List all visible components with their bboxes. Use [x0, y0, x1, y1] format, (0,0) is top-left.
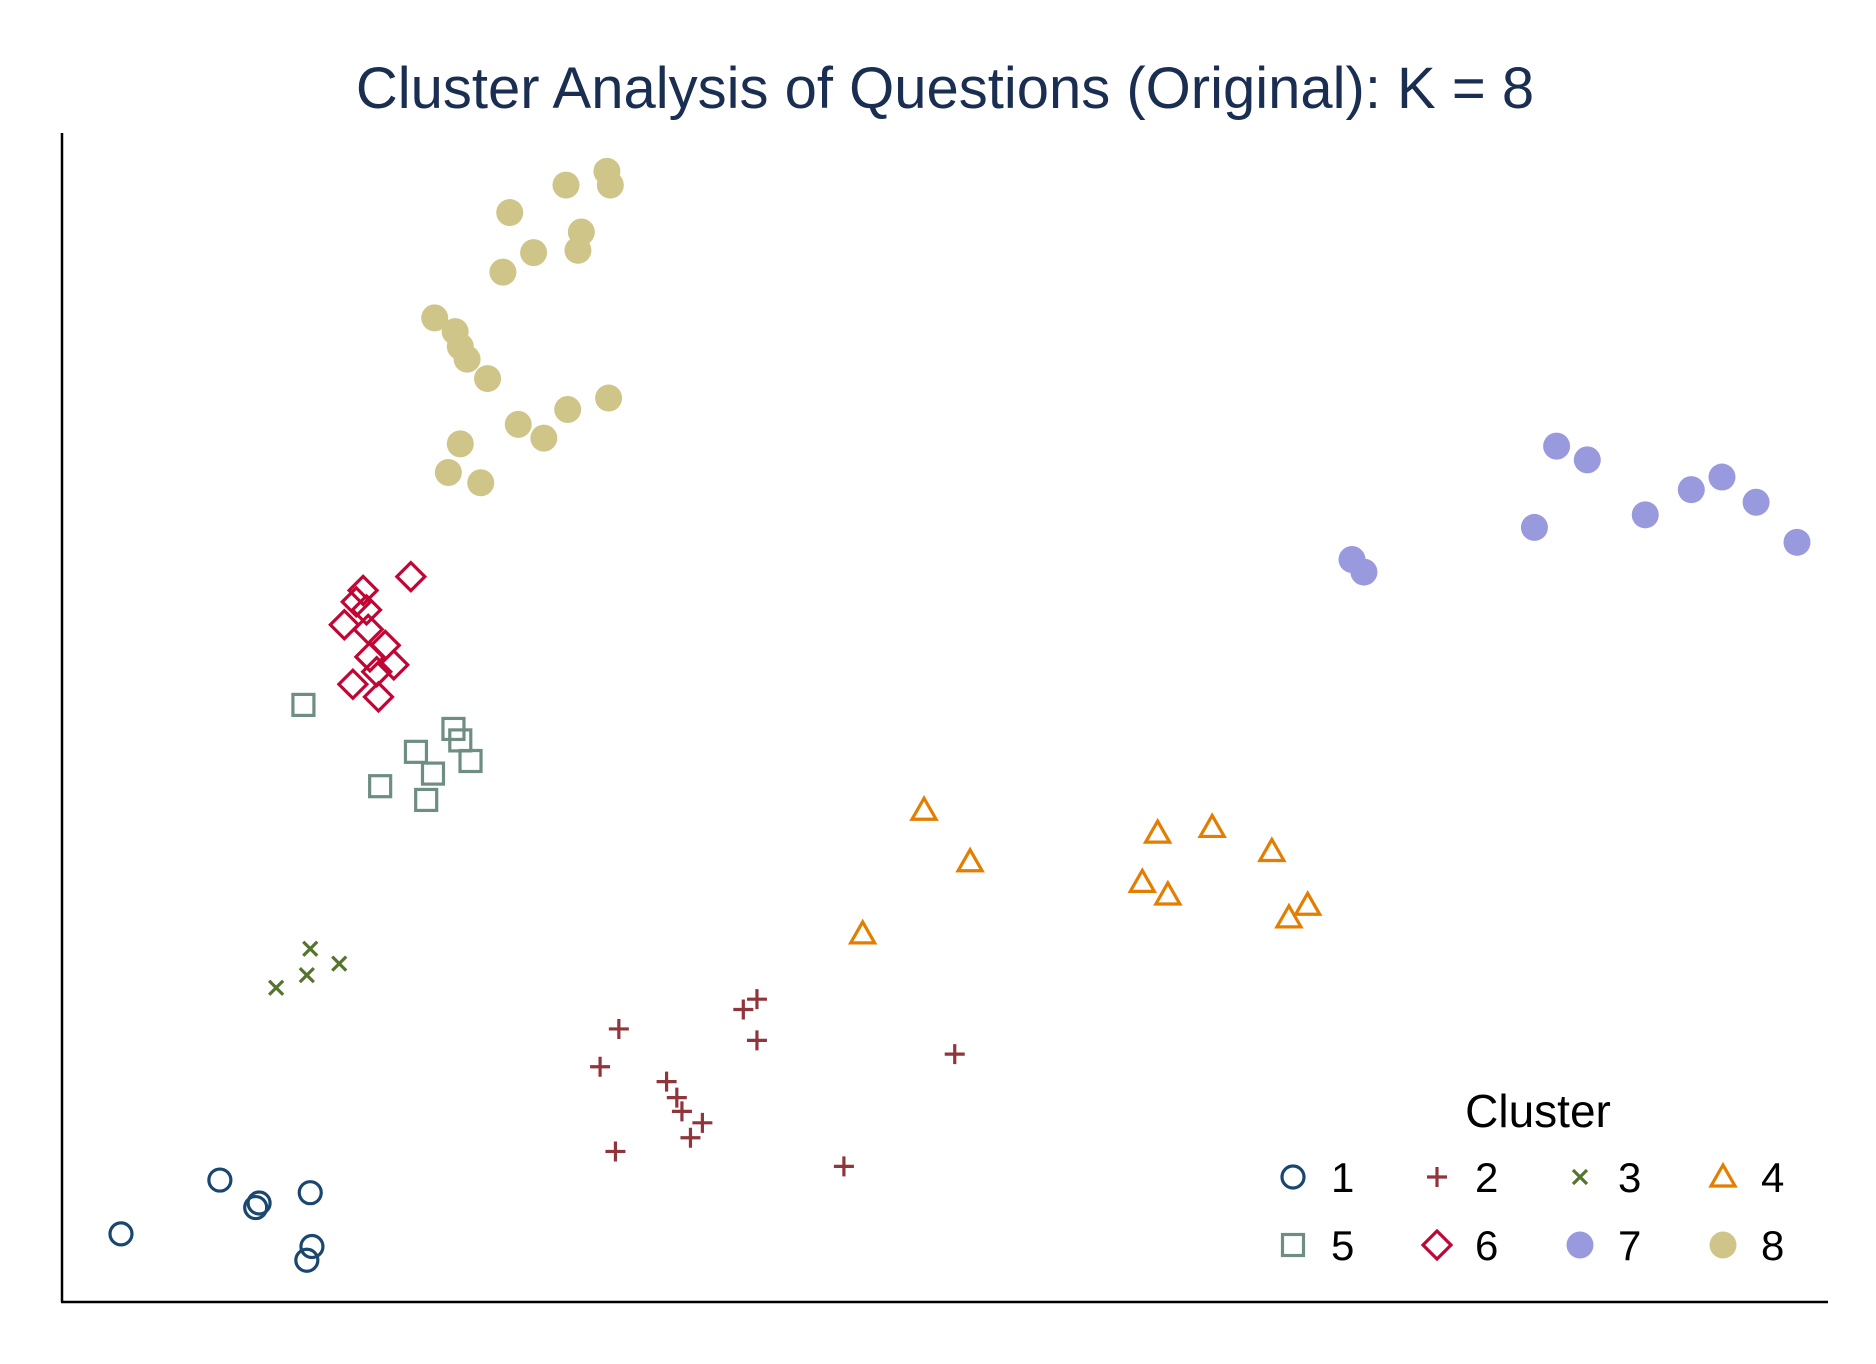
- legend-marker-cluster-3: [1571, 1168, 1589, 1186]
- cluster-6-point-1: [328, 608, 361, 642]
- cluster-6-point-9: [362, 680, 395, 714]
- legend-label-cluster-5: 5: [1331, 1222, 1354, 1269]
- legend: Cluster 1 2 3 4 5 6 7 8: [1280, 1085, 1784, 1269]
- legend-marker-cluster-4: [1708, 1161, 1738, 1188]
- cluster-4-point-6: [1153, 879, 1183, 906]
- cluster-5-point-2: [368, 774, 393, 799]
- cluster-8-point-4: [446, 430, 474, 458]
- cluster-8-point-13: [530, 424, 558, 452]
- cluster-8-point-14: [552, 171, 580, 199]
- cluster-2-point-9: [733, 999, 754, 1020]
- cluster-4-point-3: [955, 846, 985, 873]
- cluster-8-point-17: [567, 218, 595, 246]
- cluster-1-point-7: [299, 1233, 325, 1260]
- legend-title: Cluster: [1465, 1085, 1611, 1137]
- cluster-4-point-1: [847, 918, 878, 945]
- cluster-1-point-2: [207, 1167, 233, 1193]
- cluster-2-point-6: [671, 1101, 692, 1122]
- plot-points: [108, 157, 1811, 1273]
- cluster-5-point-5: [420, 761, 446, 786]
- legend-marker-cluster-5: [1280, 1232, 1306, 1258]
- cluster-5-point-4: [414, 787, 439, 813]
- cluster-7-point-9: [1742, 488, 1770, 516]
- cluster-2-point-5: [666, 1087, 687, 1108]
- cluster-2-point-13: [944, 1044, 965, 1065]
- cluster-2-point-2: [605, 1141, 626, 1162]
- legend-marker-cluster-7: [1566, 1231, 1594, 1259]
- cluster-4-point-7: [1197, 812, 1227, 839]
- legend-items: 1 2 3 4 5 6 7 8: [1280, 1154, 1784, 1269]
- legend-label-cluster-7: 7: [1618, 1222, 1641, 1269]
- cluster-6-point-11: [377, 648, 411, 682]
- cluster-8-point-20: [595, 384, 623, 412]
- legend-label-cluster-1: 1: [1331, 1154, 1354, 1201]
- cluster-4-point-5: [1142, 817, 1173, 844]
- cluster-6-point-5: [350, 593, 383, 627]
- cluster-5-point-8: [458, 748, 483, 774]
- cluster-2-point-11: [746, 1030, 767, 1051]
- cluster-8-point-7: [467, 469, 495, 497]
- cluster-6-point-12: [394, 560, 428, 593]
- cluster-2-point-4: [656, 1071, 677, 1092]
- cluster-2-point-8: [692, 1112, 713, 1133]
- cluster-8-point-8: [474, 365, 502, 393]
- cluster-7-point-10: [1783, 528, 1811, 556]
- cluster-2-point-7: [680, 1127, 701, 1148]
- cluster-3-point-3: [302, 940, 319, 957]
- legend-label-cluster-3: 3: [1618, 1154, 1641, 1201]
- cluster-8-point-11: [504, 410, 532, 438]
- legend-label-cluster-2: 2: [1475, 1154, 1498, 1201]
- legend-marker-cluster-1: [1280, 1164, 1306, 1190]
- cluster-1-point-5: [294, 1247, 320, 1273]
- cluster-8-point-10: [496, 199, 524, 227]
- cluster-4-point-8: [1257, 836, 1287, 863]
- cluster-7-point-4: [1543, 432, 1571, 460]
- cluster-3-point-4: [331, 955, 348, 972]
- cluster-2-point-1: [590, 1056, 611, 1077]
- legend-label-cluster-8: 8: [1761, 1222, 1784, 1269]
- legend-marker-cluster-6: [1420, 1228, 1454, 1262]
- cluster-7-point-2: [1350, 558, 1378, 586]
- cluster-2-point-10: [746, 989, 767, 1010]
- cluster-1-point-1: [108, 1221, 134, 1247]
- chart-title: Cluster Analysis of Questions (Original)…: [356, 56, 1534, 121]
- cluster-5-point-1: [291, 692, 316, 718]
- cluster-7-point-8: [1708, 463, 1736, 491]
- cluster-8-point-6: [453, 345, 481, 373]
- cluster-1-point-6: [297, 1180, 323, 1206]
- cluster-8-point-19: [596, 171, 624, 199]
- legend-label-cluster-6: 6: [1475, 1222, 1498, 1269]
- cluster-7-point-7: [1677, 476, 1705, 504]
- cluster-6-point-2: [336, 668, 370, 701]
- cluster-2-point-12: [833, 1156, 854, 1177]
- cluster-8-point-9: [489, 258, 517, 286]
- cluster-6-point-4: [346, 574, 380, 607]
- cluster-8-point-2: [434, 458, 462, 486]
- legend-label-cluster-4: 4: [1761, 1154, 1784, 1201]
- cluster-1-point-4: [246, 1190, 272, 1216]
- legend-marker-cluster-8: [1709, 1231, 1737, 1259]
- cluster-2-point-3: [608, 1018, 629, 1039]
- cluster-8-point-12: [520, 239, 548, 267]
- cluster-3-point-1: [268, 979, 285, 996]
- cluster-3-point-2: [298, 966, 315, 984]
- cluster-4-point-2: [909, 795, 939, 821]
- legend-marker-cluster-2: [1427, 1167, 1447, 1187]
- cluster-8-point-15: [554, 395, 582, 423]
- cluster-1-point-3: [243, 1194, 269, 1221]
- cluster-7-point-6: [1631, 501, 1659, 529]
- cluster-5-point-3: [403, 739, 429, 764]
- cluster-4-point-9: [1274, 902, 1304, 929]
- cluster-8-point-1: [421, 304, 449, 332]
- cluster-7-point-3: [1520, 513, 1548, 541]
- cluster-4-point-4: [1127, 867, 1158, 893]
- cluster-7-point-5: [1573, 446, 1601, 474]
- cluster-4-point-10: [1292, 890, 1323, 916]
